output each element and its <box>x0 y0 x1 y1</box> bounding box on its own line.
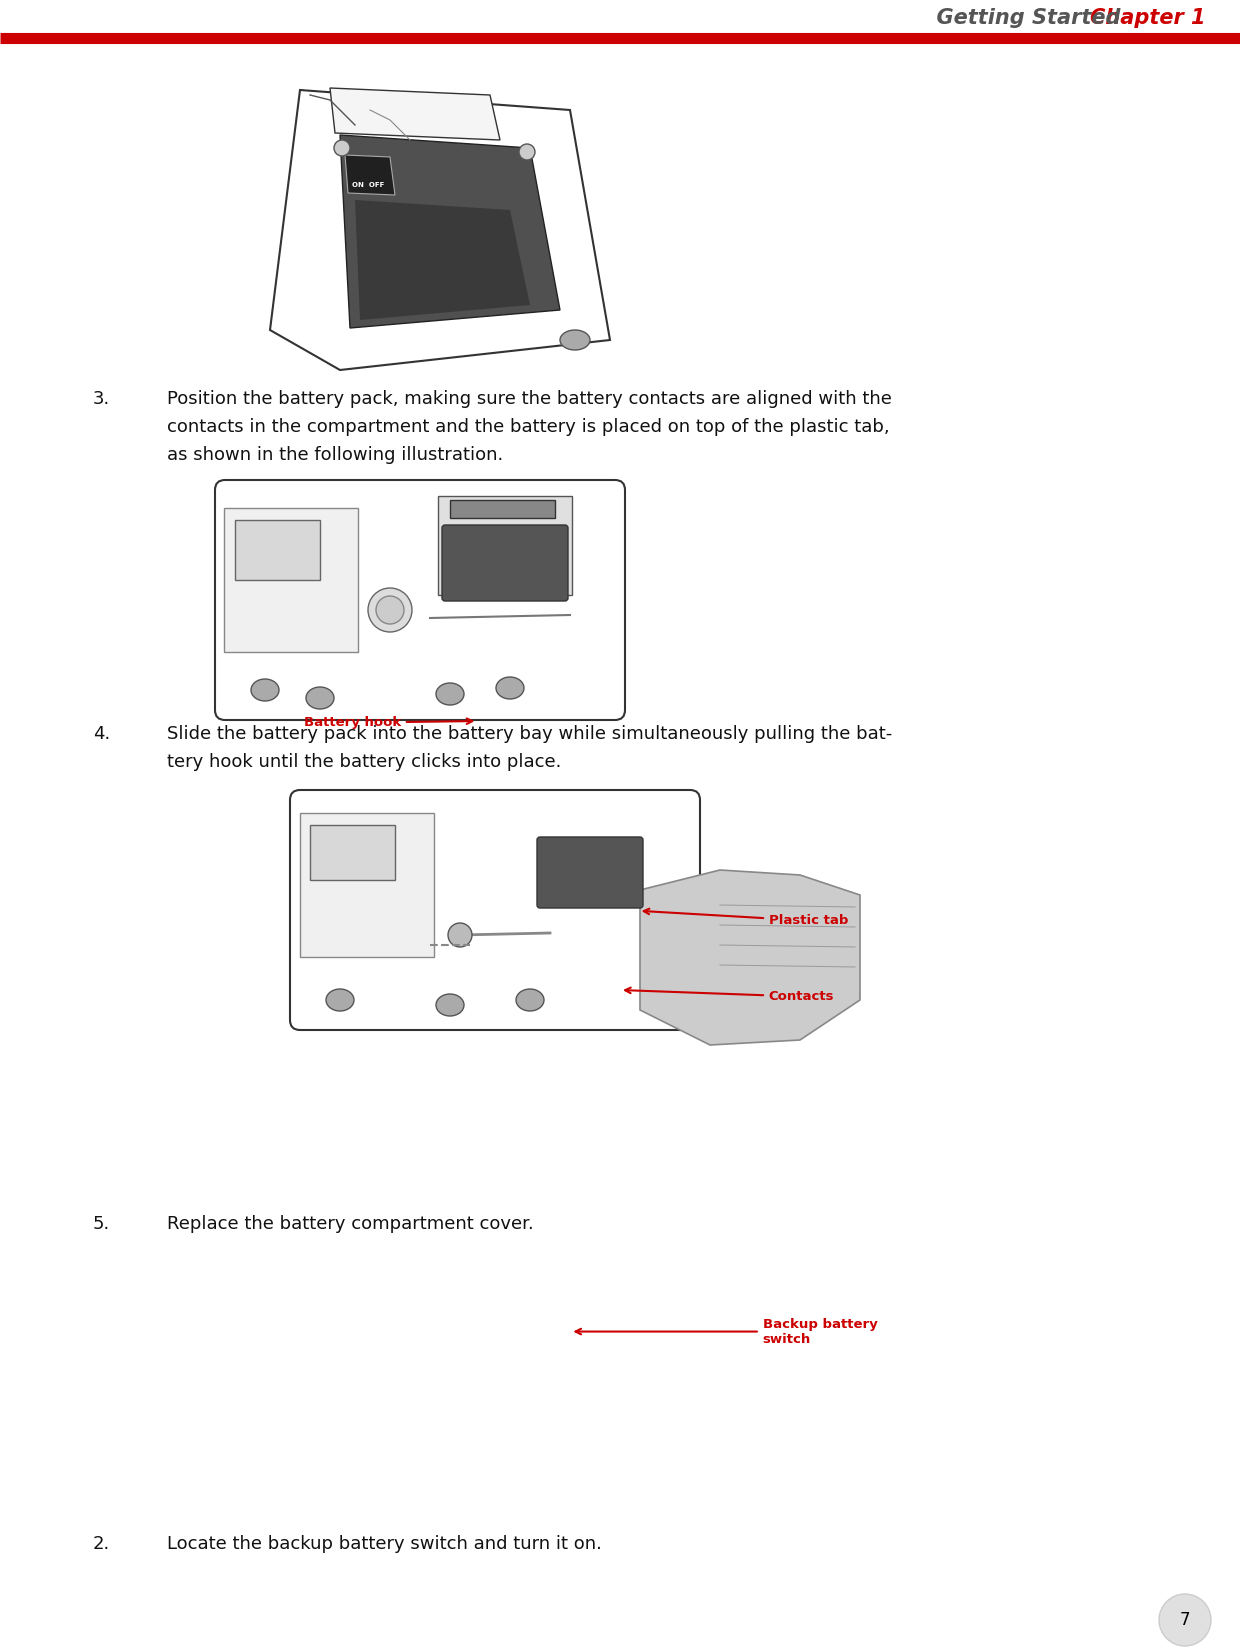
Ellipse shape <box>250 680 279 701</box>
Ellipse shape <box>496 676 525 700</box>
Bar <box>310 825 396 879</box>
Text: ON  OFF: ON OFF <box>352 182 384 188</box>
Polygon shape <box>270 91 610 370</box>
Text: Slide the battery pack into the battery bay while simultaneously pulling the bat: Slide the battery pack into the battery … <box>167 724 893 771</box>
FancyBboxPatch shape <box>290 790 701 1030</box>
Polygon shape <box>340 135 560 328</box>
Text: Chapter 1: Chapter 1 <box>1090 8 1205 28</box>
FancyBboxPatch shape <box>441 525 568 601</box>
Text: Getting Started: Getting Started <box>921 8 1120 28</box>
Polygon shape <box>345 155 396 195</box>
Circle shape <box>448 922 472 947</box>
Text: Battery hook: Battery hook <box>304 716 472 729</box>
Circle shape <box>334 140 350 157</box>
Text: Position the battery pack, making sure the battery contacts are aligned with the: Position the battery pack, making sure t… <box>167 389 893 464</box>
Circle shape <box>376 596 404 624</box>
Text: 7: 7 <box>1179 1610 1190 1629</box>
Text: 5.: 5. <box>93 1214 110 1233</box>
Circle shape <box>1159 1594 1211 1647</box>
Ellipse shape <box>516 988 544 1011</box>
Text: Backup battery
switch: Backup battery switch <box>575 1318 878 1345</box>
Polygon shape <box>330 87 500 140</box>
Text: 3.: 3. <box>93 389 110 408</box>
Ellipse shape <box>306 686 334 710</box>
Text: Locate the backup battery switch and turn it on.: Locate the backup battery switch and tur… <box>167 1534 603 1553</box>
FancyBboxPatch shape <box>215 480 625 719</box>
Text: Plastic tab: Plastic tab <box>644 909 848 927</box>
FancyBboxPatch shape <box>537 837 644 908</box>
FancyBboxPatch shape <box>300 813 434 957</box>
FancyBboxPatch shape <box>224 508 358 652</box>
Polygon shape <box>640 870 861 1044</box>
Circle shape <box>368 587 412 632</box>
Ellipse shape <box>560 330 590 350</box>
FancyBboxPatch shape <box>438 497 572 596</box>
Ellipse shape <box>326 988 353 1011</box>
Text: Replace the battery compartment cover.: Replace the battery compartment cover. <box>167 1214 534 1233</box>
Bar <box>450 500 556 518</box>
Ellipse shape <box>436 683 464 705</box>
Text: 4.: 4. <box>93 724 110 742</box>
Ellipse shape <box>436 993 464 1016</box>
Bar <box>236 520 320 581</box>
Text: Contacts: Contacts <box>625 988 835 1003</box>
Polygon shape <box>355 200 529 320</box>
Text: 2.: 2. <box>93 1534 110 1553</box>
Circle shape <box>520 144 534 160</box>
